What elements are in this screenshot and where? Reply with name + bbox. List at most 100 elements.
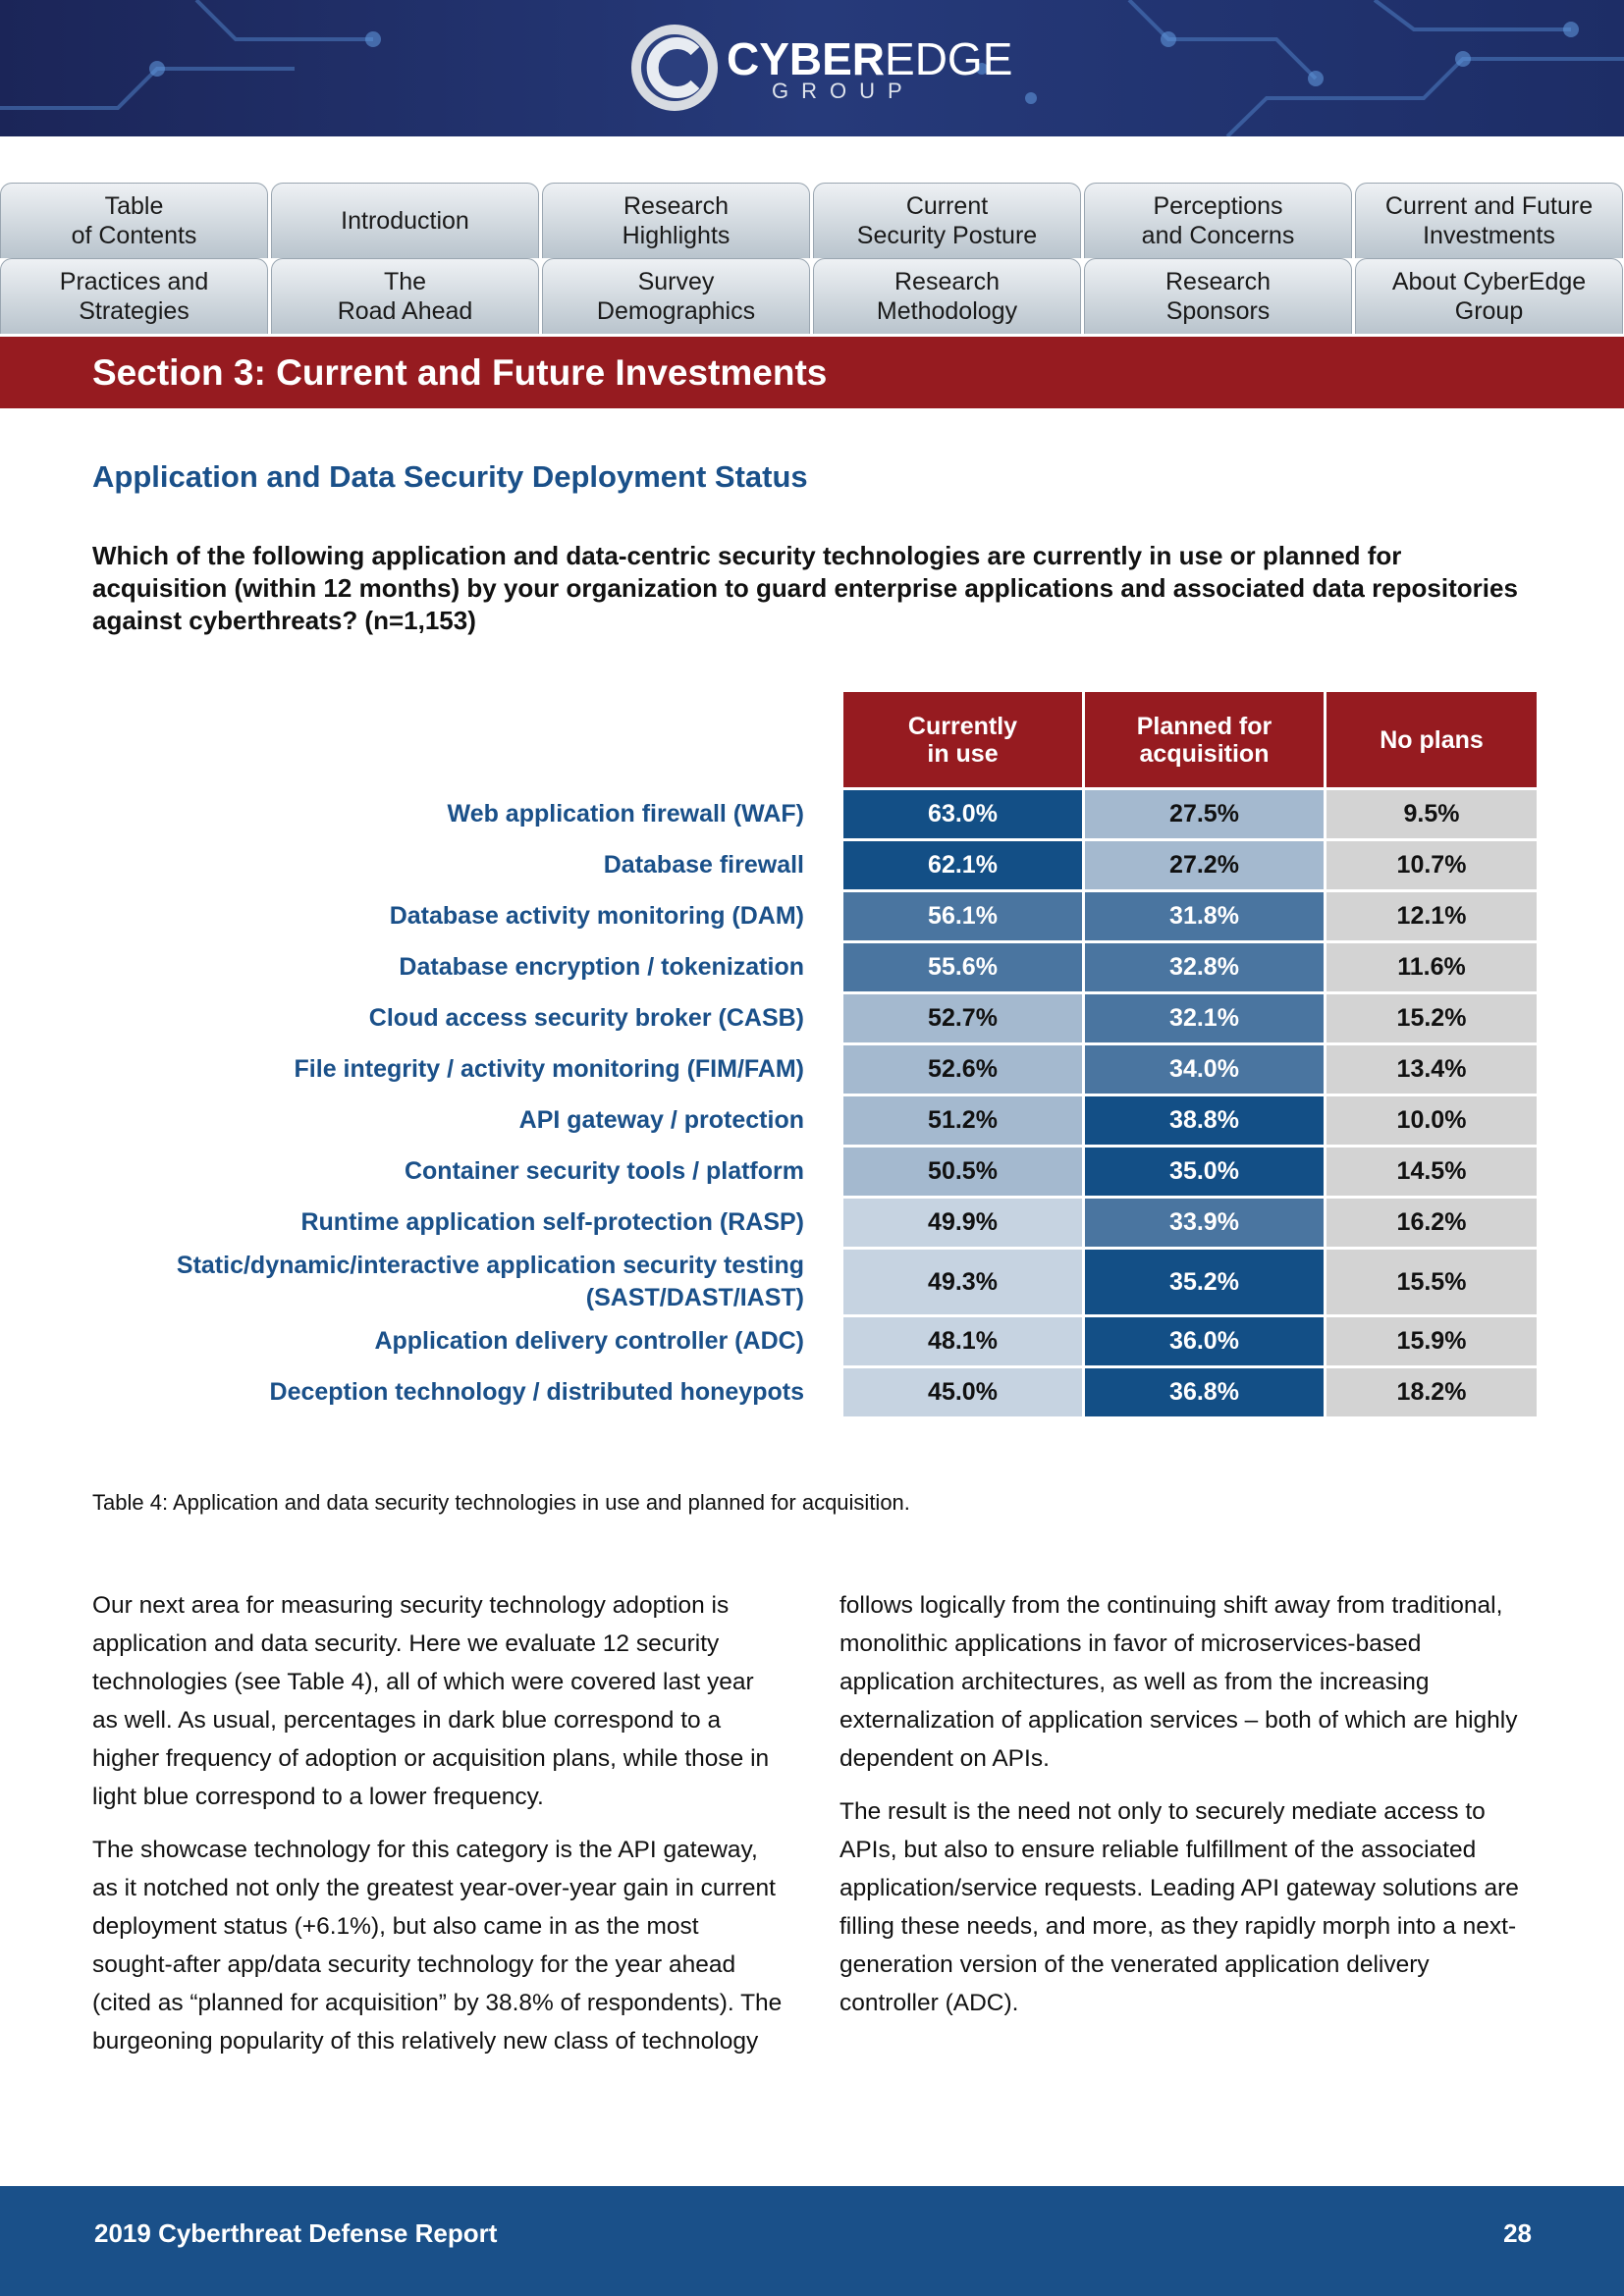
nav-tab[interactable]: About CyberEdge Group bbox=[1355, 258, 1623, 334]
section-bar: Section 3: Current and Future Investment… bbox=[0, 337, 1624, 408]
column-header: Currently in use bbox=[843, 692, 1082, 787]
table-cell: 48.1% bbox=[843, 1317, 1082, 1365]
nav-tab-line: Research bbox=[623, 192, 729, 220]
table-cell: 49.3% bbox=[843, 1250, 1082, 1314]
nav-tab[interactable]: Current Security Posture bbox=[813, 183, 1081, 258]
row-label: Database firewall bbox=[603, 851, 804, 879]
row-label: Container security tools / platform bbox=[404, 1157, 804, 1185]
row-label: Database encryption / tokenization bbox=[399, 953, 804, 981]
table-cell: 36.8% bbox=[1085, 1368, 1324, 1416]
table-cell: 56.1% bbox=[843, 892, 1082, 940]
nav-tab-line: Strategies bbox=[79, 297, 189, 325]
heading: Application and Data Security Deployment… bbox=[92, 459, 808, 494]
body-text: Our next area for measuring security tec… bbox=[92, 1586, 1531, 2077]
nav-tab-line: and Concerns bbox=[1141, 222, 1295, 249]
nav-tab[interactable]: Perceptions and Concerns bbox=[1084, 183, 1352, 258]
column-header-line: No plans bbox=[1380, 725, 1484, 754]
nav-tab[interactable]: Research Highlights bbox=[542, 183, 810, 258]
nav-tab-line: Demographics bbox=[596, 297, 756, 325]
nav-tab-line: Security Posture bbox=[856, 222, 1038, 249]
nav-tab-line: The bbox=[383, 268, 427, 295]
logo-accent: EDGE bbox=[885, 33, 1012, 84]
nav-tab-line: Current bbox=[905, 192, 989, 220]
row-label: File integrity / activity monitoring (FI… bbox=[294, 1055, 804, 1083]
row-label: Deception technology / distributed honey… bbox=[269, 1378, 804, 1406]
row-label: Static/dynamic/interactive application s… bbox=[176, 1252, 804, 1311]
paragraph: The showcase technology for this categor… bbox=[92, 1592, 1518, 2055]
nav-tab[interactable]: Research Sponsors bbox=[1084, 258, 1352, 334]
table-cell: 12.1% bbox=[1326, 892, 1537, 940]
table-cell: 34.0% bbox=[1085, 1045, 1324, 1094]
nav-tab-line: Current and Future bbox=[1384, 192, 1594, 220]
row-label: Cloud access security broker (CASB) bbox=[368, 1004, 804, 1032]
table-cell: 11.6% bbox=[1326, 943, 1537, 991]
table-cell: 13.4% bbox=[1326, 1045, 1537, 1094]
table-cell: 15.9% bbox=[1326, 1317, 1537, 1365]
table-cell: 10.7% bbox=[1326, 841, 1537, 889]
table-cell: 27.2% bbox=[1085, 841, 1324, 889]
nav-tab-line: Perceptions bbox=[1153, 192, 1283, 220]
row-label: API gateway / protection bbox=[518, 1106, 804, 1134]
nav-tab[interactable]: Practices and Strategies bbox=[0, 258, 268, 334]
table-cell: 55.6% bbox=[843, 943, 1082, 991]
nav-tab[interactable]: The Road Ahead bbox=[271, 258, 539, 334]
table-cell: 33.9% bbox=[1085, 1199, 1324, 1247]
nav-tab-line: Research bbox=[894, 268, 1000, 295]
nav-tab-line: Introduction bbox=[341, 207, 469, 235]
table-cell: 15.5% bbox=[1326, 1250, 1537, 1314]
table-cell: 31.8% bbox=[1085, 892, 1324, 940]
table-cell: 35.0% bbox=[1085, 1148, 1324, 1196]
table-caption: Table 4: Application and data security t… bbox=[92, 1490, 910, 1515]
header-banner: CYBEREDGE GROUP bbox=[0, 0, 1624, 136]
table-cell: 51.2% bbox=[843, 1096, 1082, 1145]
nav-tab-line: About CyberEdge bbox=[1391, 268, 1587, 295]
nav-tab[interactable]: Current and Future Investments bbox=[1355, 183, 1623, 258]
table-corner bbox=[92, 692, 840, 787]
paragraph: The result is the need not only to secur… bbox=[839, 1798, 1519, 2016]
nav-tab-line: Methodology bbox=[876, 297, 1018, 325]
nav-tab[interactable]: Introduction bbox=[271, 183, 539, 258]
column-header-line: Currently bbox=[907, 712, 1018, 740]
footer-title: 2019 Cyberthreat Defense Report bbox=[94, 2218, 498, 2248]
table-cell: 10.0% bbox=[1326, 1096, 1537, 1145]
column-header: No plans bbox=[1326, 692, 1537, 787]
nav-tab-line: Research bbox=[1165, 268, 1271, 295]
table-cell: 18.2% bbox=[1326, 1368, 1537, 1416]
nav-tab-line: Table bbox=[104, 192, 164, 220]
nav-tab-line: Sponsors bbox=[1165, 297, 1271, 325]
footer: 2019 Cyberthreat Defense Report 28 bbox=[0, 2186, 1624, 2296]
nav-tabs: Table of Contents Introduction Research High… bbox=[0, 183, 1624, 334]
nav-tab[interactable]: Research Methodology bbox=[813, 258, 1081, 334]
table-cell: 15.2% bbox=[1326, 994, 1537, 1042]
table-cell: 63.0% bbox=[843, 790, 1082, 838]
nav-tab[interactable]: Survey Demographics bbox=[542, 258, 810, 334]
column-header-line: Planned for bbox=[1136, 712, 1272, 740]
column-header: Planned for acquisition bbox=[1085, 692, 1324, 787]
table-cell: 32.1% bbox=[1085, 994, 1324, 1042]
table-cell: 32.8% bbox=[1085, 943, 1324, 991]
table-cell: 27.5% bbox=[1085, 790, 1324, 838]
table-cell: 9.5% bbox=[1326, 790, 1537, 838]
nav-tab-line: Highlights bbox=[622, 222, 731, 249]
data-table: Currently in use Planned for acquisition No … bbox=[92, 692, 1537, 1416]
table-cell: 50.5% bbox=[843, 1148, 1082, 1196]
nav-tab[interactable]: Table of Contents bbox=[0, 183, 268, 258]
section-title: Section 3: Current and Future Investment… bbox=[92, 352, 828, 393]
banner-art: CYBEREDGE GROUP bbox=[0, 0, 1624, 136]
nav-tab-line: Practices and bbox=[59, 268, 209, 295]
logo-main: CYBER bbox=[727, 33, 885, 84]
table-cell: 16.2% bbox=[1326, 1199, 1537, 1247]
row-label: Web application firewall (WAF) bbox=[447, 800, 804, 828]
logo-text: CYBEREDGE bbox=[727, 33, 1012, 84]
logo-sub: GROUP bbox=[772, 79, 915, 103]
row-label: Runtime application self-protection (RAS… bbox=[300, 1208, 804, 1236]
table-cell: 52.7% bbox=[843, 994, 1082, 1042]
table-cell: 62.1% bbox=[843, 841, 1082, 889]
nav-tab-line: Group bbox=[1454, 297, 1524, 325]
table-cell: 36.0% bbox=[1085, 1317, 1324, 1365]
table-cell: 49.9% bbox=[843, 1199, 1082, 1247]
column-header-line: acquisition bbox=[1139, 739, 1270, 768]
table-cell: 38.8% bbox=[1085, 1096, 1324, 1145]
